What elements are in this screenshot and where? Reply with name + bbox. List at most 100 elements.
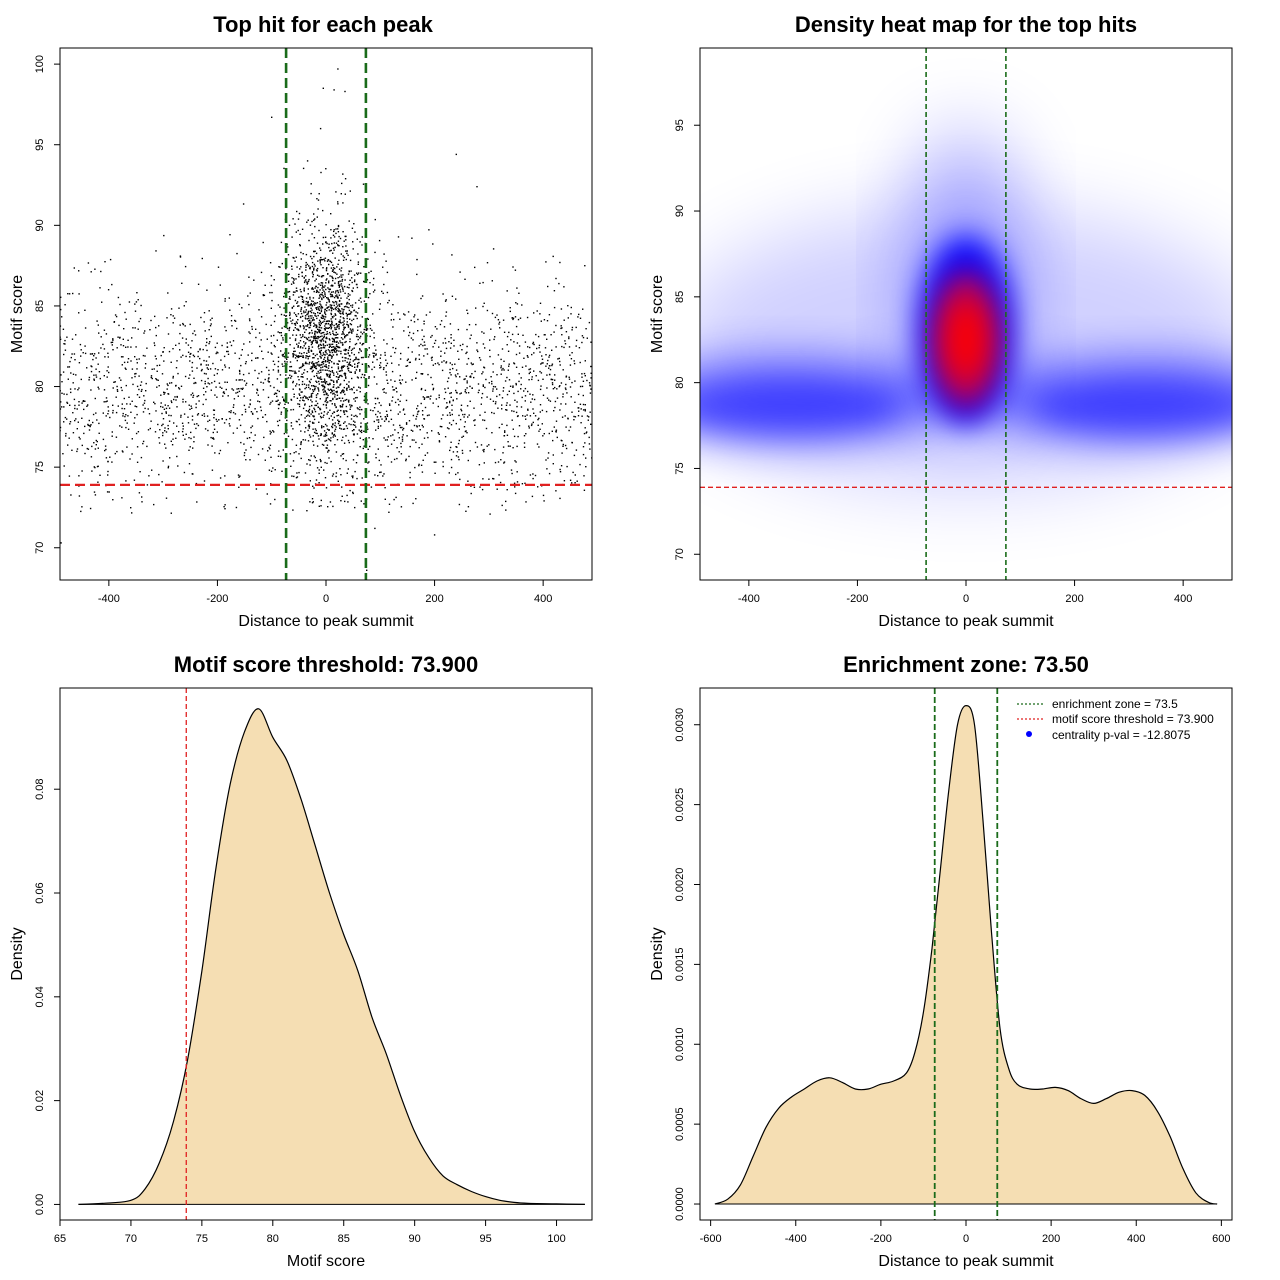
scatter-point xyxy=(230,344,233,347)
scatter-point xyxy=(71,449,73,451)
y-axis-label: Density xyxy=(9,927,26,980)
scatter-point xyxy=(188,463,191,465)
scatter-point xyxy=(293,393,295,395)
scatter-point xyxy=(336,390,338,393)
x-tick-label: 85 xyxy=(338,1233,350,1245)
scatter-point xyxy=(69,388,72,390)
scatter-point xyxy=(299,244,301,246)
scatter-point xyxy=(178,307,180,309)
scatter-point xyxy=(97,465,99,467)
scatter-point xyxy=(326,393,328,395)
scatter-point xyxy=(375,349,377,351)
scatter-point xyxy=(300,376,302,378)
scatter-point xyxy=(121,407,123,410)
scatter-point xyxy=(405,422,408,424)
scatter-point xyxy=(183,471,186,474)
scatter-point xyxy=(395,387,397,389)
scatter-point xyxy=(341,439,343,442)
scatter-point xyxy=(120,344,122,346)
scatter-point xyxy=(178,342,180,345)
scatter-point xyxy=(407,326,409,328)
scatter-point xyxy=(314,287,316,289)
scatter-point xyxy=(481,373,483,375)
scatter-point xyxy=(431,383,434,386)
scatter-point xyxy=(457,456,460,458)
scatter-point xyxy=(503,462,505,464)
scatter-point xyxy=(532,408,534,410)
scatter-point xyxy=(326,297,328,299)
scatter-point xyxy=(60,308,62,311)
scatter-point xyxy=(331,379,333,382)
scatter-point xyxy=(344,359,346,362)
scatter-point xyxy=(416,425,418,427)
scatter-point xyxy=(331,356,333,358)
scatter-point xyxy=(346,286,349,288)
scatter-point xyxy=(326,344,328,346)
scatter-point xyxy=(567,305,569,307)
scatter-point xyxy=(340,350,342,353)
scatter-point xyxy=(123,361,126,364)
scatter-point xyxy=(430,336,432,338)
scatter-point xyxy=(88,429,91,431)
scatter-point xyxy=(318,193,320,195)
scatter-point xyxy=(406,435,408,437)
scatter-point xyxy=(349,294,351,296)
scatter-point xyxy=(546,363,548,365)
scatter-point xyxy=(323,365,326,367)
scatter-point xyxy=(227,353,230,355)
scatter-point xyxy=(420,373,422,375)
scatter-point xyxy=(337,337,339,339)
scatter-point xyxy=(393,318,395,321)
scatter-point xyxy=(249,403,251,406)
scatter-point xyxy=(205,398,207,401)
scatter-point xyxy=(511,472,513,475)
x-tick-label: 90 xyxy=(409,1233,421,1245)
scatter-point xyxy=(240,441,242,444)
scatter-point xyxy=(164,404,166,406)
scatter-point xyxy=(322,267,324,269)
scatter-point xyxy=(93,442,95,444)
scatter-point xyxy=(418,358,421,360)
scatter-point xyxy=(298,384,300,386)
scatter-point xyxy=(307,315,310,317)
scatter-point xyxy=(344,399,346,401)
scatter-point xyxy=(323,430,326,432)
scatter-point xyxy=(314,354,317,357)
scatter-point xyxy=(206,349,208,352)
scatter-point xyxy=(465,375,468,377)
scatter-point xyxy=(378,308,381,310)
scatter-point xyxy=(344,500,346,503)
scatter-point xyxy=(290,399,293,401)
scatter-point xyxy=(464,389,467,391)
scatter-point xyxy=(334,307,337,310)
scatter-point xyxy=(548,356,550,358)
scatter-point xyxy=(347,302,349,304)
scatter-point xyxy=(366,328,369,330)
scatter-point xyxy=(213,424,215,426)
scatter-point xyxy=(324,369,326,371)
scatter-point xyxy=(213,413,215,416)
scatter-point xyxy=(564,444,567,447)
scatter-point xyxy=(253,440,255,442)
scatter-point xyxy=(144,407,146,410)
scatter-point xyxy=(292,380,294,383)
scatter-point xyxy=(179,349,181,351)
scatter-point xyxy=(319,329,322,332)
scatter-point xyxy=(529,371,531,373)
scatter-point xyxy=(409,361,411,363)
scatter-point xyxy=(339,340,341,342)
scatter-point xyxy=(350,414,353,416)
scatter-point xyxy=(320,434,322,436)
scatter-point xyxy=(312,319,314,321)
scatter-point xyxy=(351,277,353,279)
scatter-point xyxy=(345,235,347,238)
scatter-point xyxy=(567,417,569,419)
scatter-point xyxy=(360,429,363,432)
scatter-point xyxy=(553,290,556,292)
scatter-point xyxy=(465,430,467,432)
scatter-point xyxy=(170,440,172,442)
scatter-point xyxy=(340,267,343,269)
scatter-point xyxy=(305,410,308,412)
scatter-point xyxy=(165,431,168,433)
scatter-point xyxy=(361,373,364,376)
